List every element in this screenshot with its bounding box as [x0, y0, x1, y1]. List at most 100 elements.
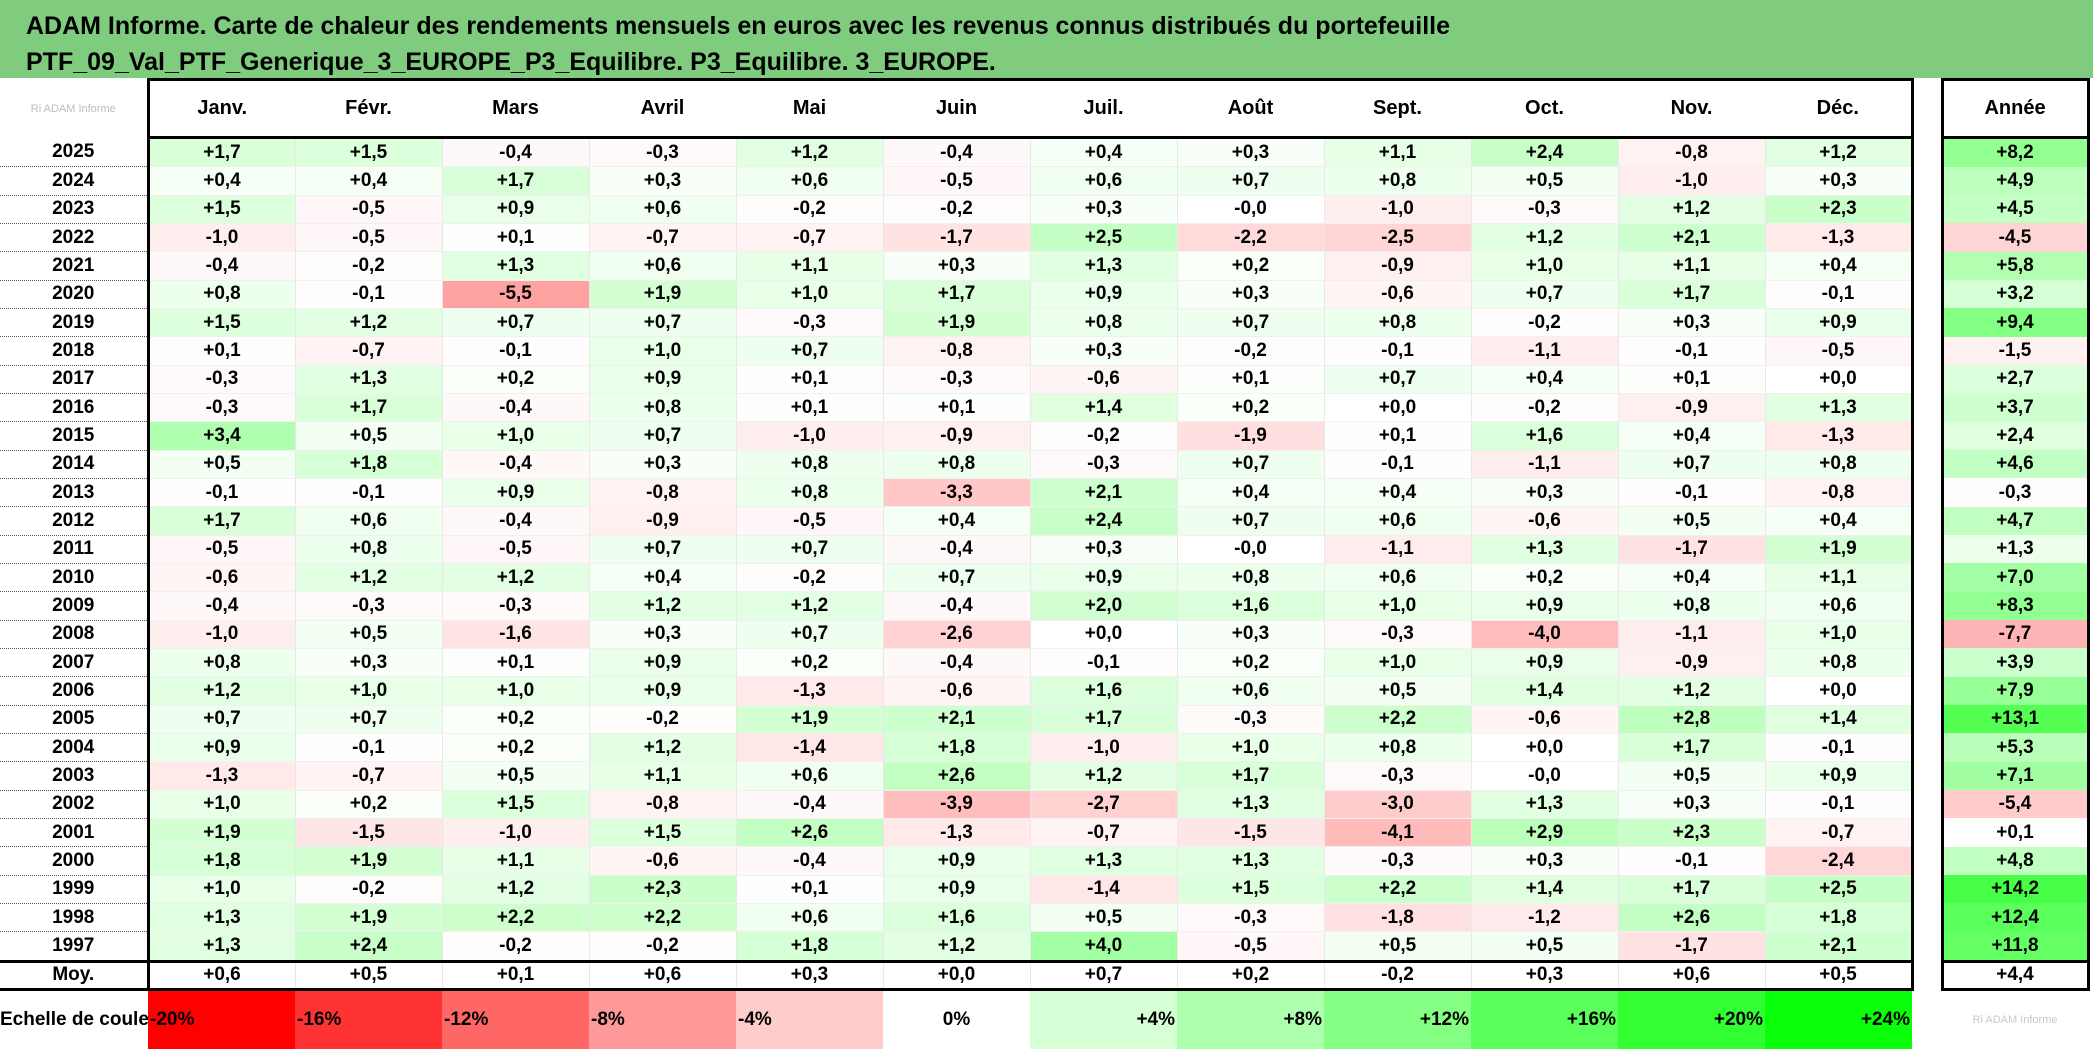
heat-cell: +0,4 [1764, 506, 1914, 536]
heat-cell: +1,7 [1029, 705, 1177, 734]
annual-cell: +4,7 [1940, 506, 2090, 536]
heat-cell: +0,6 [735, 166, 883, 196]
gap-column [1912, 80, 1942, 138]
heat-cell: +0,3 [1029, 195, 1177, 224]
heat-cell: +0,7 [294, 705, 442, 734]
heat-cell: -1,5 [1176, 818, 1324, 848]
heat-cell: -1,8 [1323, 903, 1471, 933]
heat-cell: +0,4 [882, 506, 1030, 536]
heat-cell: +0,3 [1029, 535, 1177, 564]
heat-cell: -0,6 [1470, 705, 1618, 734]
heat-cell: +0,7 [146, 705, 295, 734]
heat-cell: +1,0 [441, 676, 589, 706]
gap-cell [1912, 961, 1942, 990]
heat-cell: +0,5 [294, 421, 442, 451]
heat-cell: +1,0 [588, 336, 736, 366]
heat-cell: +1,1 [735, 251, 883, 281]
heat-cell: +0,3 [1764, 166, 1914, 196]
heat-cell: +0,1 [146, 336, 295, 366]
year-row: 2025 +1,7 +1,5 -0,4 -0,3 +1,2 -0,4 +0,4 +0,3 +1,1… [0, 137, 2090, 168]
average-cell: -0,2 [1323, 959, 1471, 991]
heat-cell: -0,3 [882, 365, 1030, 394]
month-header: Oct. [1471, 78, 1618, 139]
year-row: 2002 +1,0 +0,2 +1,5 -0,8 -0,4 -3,9 -2,7 +1,3 -3,0… [0, 790, 2090, 819]
heat-cell: -0,1 [1029, 648, 1177, 678]
gap-cell [1912, 591, 1942, 621]
heat-cell: -0,6 [1029, 365, 1177, 394]
heat-cell: -3,3 [882, 478, 1030, 508]
year-row: 2019 +1,5 +1,2 +0,7 +0,7 -0,3 +1,9 +0,8 +0,7 +0,8… [0, 308, 2090, 338]
heat-cell: -0,7 [294, 761, 442, 791]
year-label: 1998 [0, 903, 148, 933]
heat-cell: +1,2 [1029, 761, 1177, 791]
heat-cell: +0,9 [1470, 591, 1618, 621]
color-scale-swatch: -8% [589, 989, 736, 1049]
heat-cell: +0,5 [1617, 761, 1765, 791]
heat-cell: +2,3 [588, 875, 736, 904]
heat-cell: +1,2 [735, 137, 883, 168]
heat-cell: +1,0 [146, 875, 295, 904]
color-scale-swatch: +8% [1177, 989, 1324, 1049]
heat-cell: +0,6 [294, 506, 442, 536]
heat-cell: +2,4 [1029, 506, 1177, 536]
year-label: 2002 [0, 790, 148, 819]
year-label: 2024 [0, 166, 148, 196]
heat-cell: -0,5 [294, 195, 442, 224]
heat-cell: +0,9 [588, 365, 736, 394]
heat-cell: +0,7 [441, 308, 589, 338]
heat-cell: -0,2 [735, 195, 883, 224]
heat-cell: -1,7 [1617, 535, 1765, 564]
heat-cell: -0,4 [882, 591, 1030, 621]
annual-cell: +0,1 [1940, 818, 2090, 847]
heat-cell: +1,4 [1470, 676, 1618, 706]
heat-cell: -0,8 [1764, 478, 1914, 508]
heat-cell: +1,8 [735, 931, 883, 962]
heat-cell: +1,0 [294, 676, 442, 706]
color-scale-note: Ri ADAM Informe [1972, 1013, 2058, 1026]
heat-cell: -0,3 [1029, 450, 1177, 479]
heat-cell: +0,9 [1764, 308, 1914, 338]
year-row: 2012 +1,7 +0,6 -0,4 -0,9 -0,5 +0,4 +2,4 +0,7 +0,6… [0, 506, 2090, 536]
heat-cell: +0,7 [735, 336, 883, 366]
year-row: 2008 -1,0 +0,5 -1,6 +0,3 +0,7 -2,6 +0,0 +0,3 -0,3… [0, 620, 2090, 649]
average-label: Moy. [0, 959, 148, 991]
heat-cell: +0,1 [735, 393, 883, 423]
month-header: Avril [589, 78, 736, 139]
year-label: 2022 [0, 223, 148, 253]
heat-cell: +1,5 [1176, 875, 1324, 904]
heat-cell: +0,9 [588, 648, 736, 678]
color-scale-swatch: +4% [1030, 989, 1177, 1049]
heat-cell: +0,0 [1470, 733, 1618, 763]
gap-cell [1912, 733, 1942, 762]
year-label: 2008 [0, 620, 148, 649]
heat-cell: +1,3 [146, 931, 295, 962]
heat-cell: -1,3 [735, 676, 883, 706]
heat-cell: +1,3 [1029, 846, 1177, 876]
heat-cell: -0,3 [588, 137, 736, 168]
heat-cell: +0,8 [882, 450, 1030, 479]
heat-cell: +1,6 [1470, 421, 1618, 451]
heat-cell: +0,8 [1764, 450, 1914, 479]
heat-cell: -0,5 [1176, 931, 1324, 962]
heat-cell: -0,5 [441, 535, 589, 564]
gap-cell [1912, 506, 1942, 536]
heat-cell: +1,0 [1764, 620, 1914, 649]
heat-cell: +0,3 [1176, 620, 1324, 649]
heat-cell: -0,2 [588, 931, 736, 962]
heat-cell: +0,9 [1029, 563, 1177, 593]
heat-cell: -0,2 [882, 195, 1030, 224]
year-row: 1998 +1,3 +1,9 +2,2 +2,2 +0,6 +1,6 +0,5 -0,3 -1,8… [0, 903, 2090, 933]
heat-cell: -1,0 [1029, 733, 1177, 763]
heat-cell: +1,4 [1764, 705, 1914, 734]
heat-cell: -0,5 [146, 535, 295, 564]
heat-cell: +1,5 [588, 818, 736, 848]
heat-cell: +2,2 [1323, 875, 1471, 904]
annual-cell: +2,4 [1940, 421, 2090, 451]
heat-cell: +1,9 [882, 308, 1030, 338]
annual-cell: -7,7 [1940, 620, 2090, 649]
heat-cell: +1,1 [588, 761, 736, 791]
heat-cell: +0,3 [1176, 137, 1324, 168]
heat-cell: +0,4 [1617, 421, 1765, 451]
year-label: 2009 [0, 591, 148, 621]
heat-cell: +0,7 [588, 308, 736, 338]
